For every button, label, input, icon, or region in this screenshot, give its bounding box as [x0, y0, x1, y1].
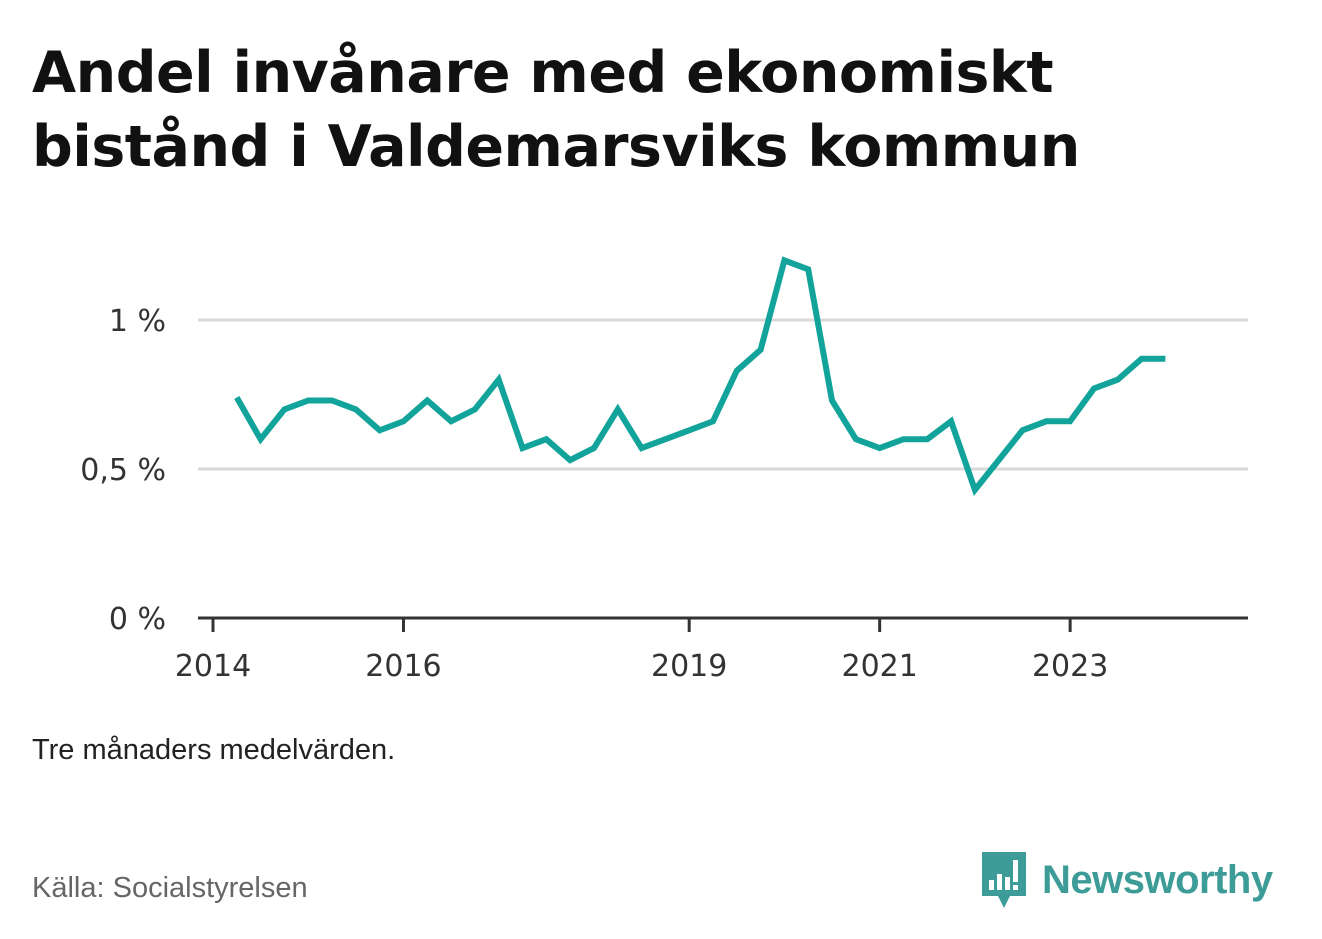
y-axis-tick-labels: 0 % 0,5 % 1 %: [80, 304, 166, 637]
y-tick-label: 0,5 %: [80, 453, 166, 488]
data-point: [235, 395, 239, 399]
x-tick-label: 2021: [841, 649, 917, 684]
y-tick-label: 0 %: [109, 602, 166, 637]
x-tick-label: 2023: [1032, 649, 1108, 684]
data-point: [330, 398, 334, 402]
data-point: [997, 458, 1001, 462]
data-point: [1140, 357, 1144, 361]
data-point: [759, 348, 763, 352]
data-point: [687, 428, 691, 432]
data-point: [830, 398, 834, 402]
data-point: [616, 407, 620, 411]
data-point: [949, 419, 953, 423]
data-point: [711, 419, 715, 423]
data-point: [497, 378, 501, 382]
brand-logo[interactable]: Newsworthy: [980, 850, 1273, 910]
line-chart: 0 % 0,5 % 1 % 2014 2016 2019 2021 2023: [80, 256, 1248, 684]
x-tick-label: 2016: [365, 649, 441, 684]
data-point: [1044, 419, 1048, 423]
data-point: [925, 437, 929, 441]
data-point: [449, 419, 453, 423]
x-axis: 2014 2016 2019 2021 2023: [175, 616, 1248, 684]
x-tick-label: 2014: [175, 649, 251, 684]
data-point: [973, 488, 977, 492]
data-point: [1068, 419, 1072, 423]
data-point: [282, 407, 286, 411]
chart-note: Tre månaders medelvärden.: [32, 734, 396, 766]
series-line: [234, 256, 1166, 497]
data-point: [854, 437, 858, 441]
data-point: [354, 407, 358, 411]
data-point: [901, 437, 905, 441]
data-point: [306, 398, 310, 402]
data-point: [401, 419, 405, 423]
x-tick-label: 2019: [651, 649, 727, 684]
series-layer: [234, 256, 1167, 497]
data-point: [378, 428, 382, 432]
data-point: [878, 446, 882, 450]
data-point: [1116, 378, 1120, 382]
data-point: [663, 437, 667, 441]
data-point: [782, 258, 786, 262]
data-point: [1163, 357, 1167, 361]
data-point: [259, 437, 263, 441]
data-point: [521, 446, 525, 450]
chart-title: Andel invånare med ekonomiskt bistånd i …: [32, 40, 1080, 180]
data-point: [1021, 428, 1025, 432]
data-point: [544, 437, 548, 441]
data-point: [806, 267, 810, 271]
brand-name: Newsworthy: [1042, 857, 1273, 902]
bar-chart-speech-bubble-icon: [982, 852, 1026, 908]
data-point: [735, 369, 739, 373]
data-point: [425, 398, 429, 402]
data-point: [640, 446, 644, 450]
y-tick-label: 1 %: [109, 304, 166, 339]
data-point: [592, 446, 596, 450]
source-label: Källa: Socialstyrelsen: [32, 872, 308, 904]
data-point: [568, 458, 572, 462]
data-point: [1092, 387, 1096, 391]
grid-lines: [198, 318, 1248, 471]
data-point: [473, 407, 477, 411]
